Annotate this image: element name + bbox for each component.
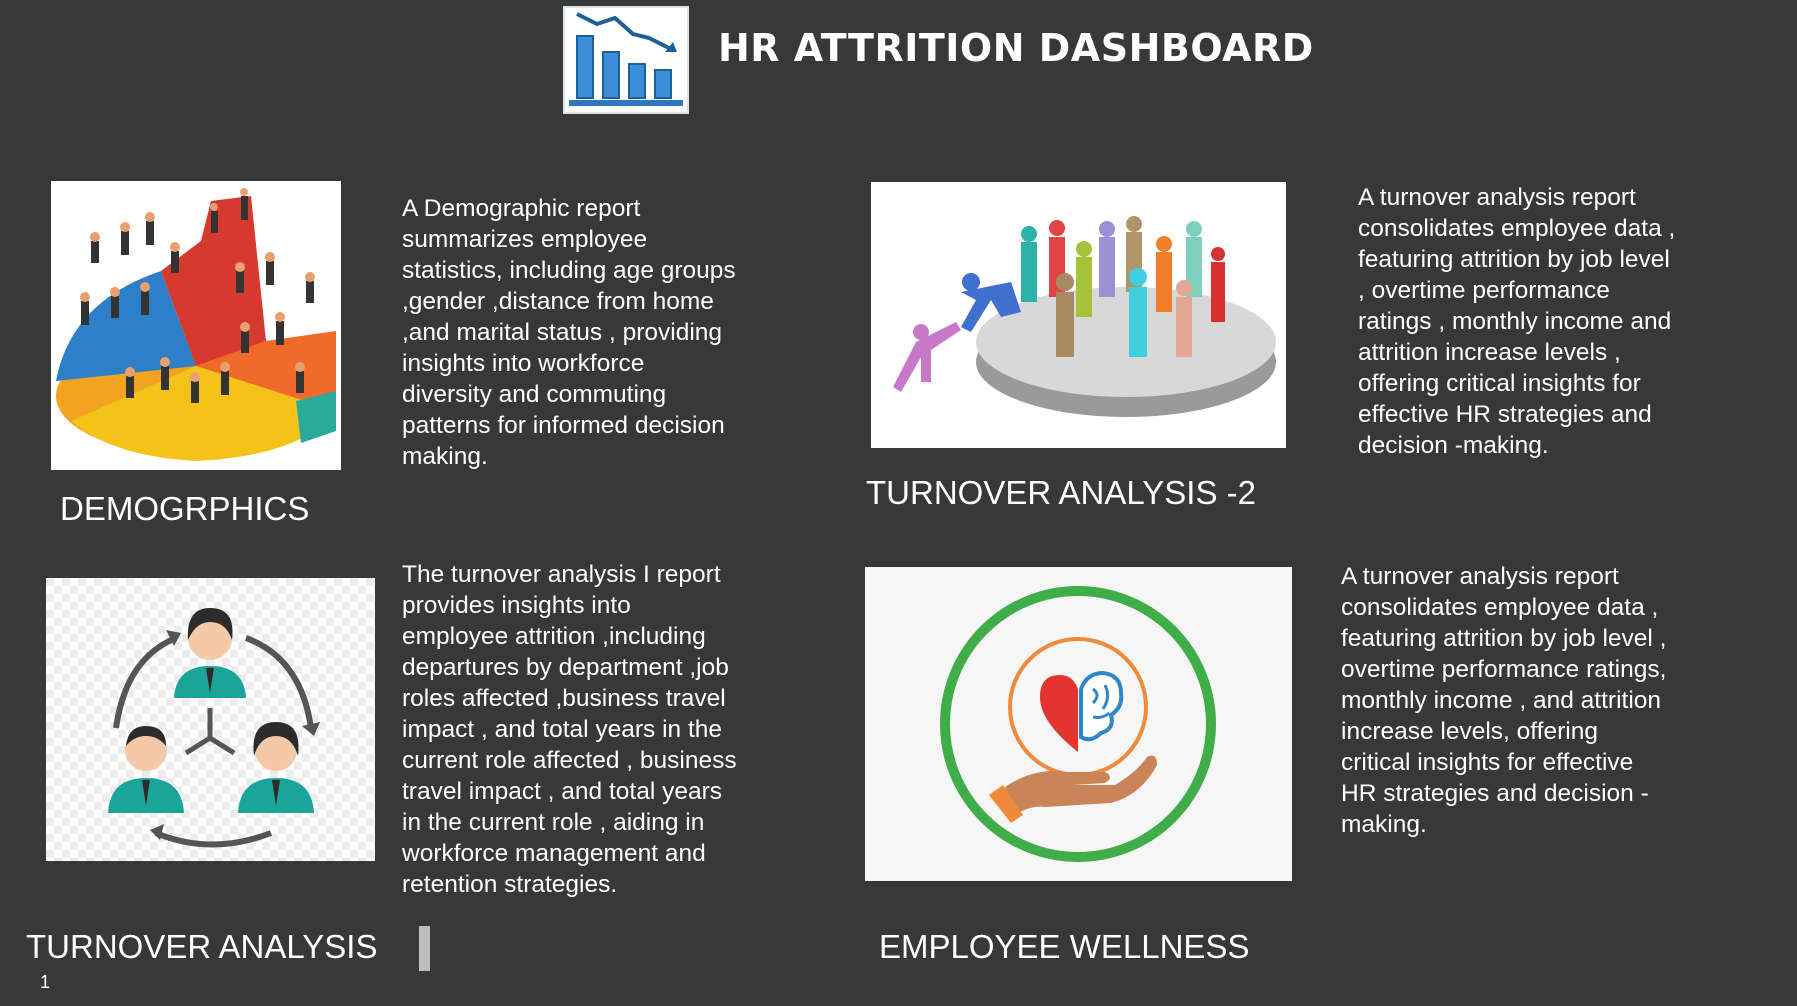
slide-number: 1 (40, 972, 51, 992)
turnover2-label[interactable]: TURNOVER ANALYSIS -2 (866, 474, 1256, 511)
turnover2-description: A turnover analysis report consolidates … (1358, 184, 1676, 459)
demographics-label[interactable]: DEMOGRPHICS (60, 490, 310, 527)
wellness-label[interactable]: EMPLOYEE WELLNESS (879, 928, 1250, 965)
turnover-label[interactable]: TURNOVER ANALYSIS (26, 928, 378, 965)
demographics-image[interactable] (51, 181, 341, 470)
bar-chart-decline-icon (569, 12, 683, 106)
employee-cycle-illustration (46, 578, 375, 861)
population-pie-chart-illustration (51, 181, 341, 470)
people-on-platform-illustration (871, 182, 1286, 448)
wellness-description: A turnover analysis report consolidates … (1341, 563, 1667, 838)
dashboard-logo (563, 6, 689, 114)
text-cursor-handle[interactable] (419, 926, 430, 971)
turnover2-image[interactable] (871, 182, 1286, 448)
heart-brain-hand-icon (865, 567, 1292, 881)
turnover-description: The turnover analysis I report provides … (402, 561, 737, 898)
page-title: HR ATTRITION DASHBOARD (718, 26, 1314, 70)
demographics-description: A Demographic report summarizes employee… (402, 195, 736, 470)
wellness-image[interactable] (865, 567, 1292, 881)
turnover-image[interactable] (46, 578, 375, 861)
